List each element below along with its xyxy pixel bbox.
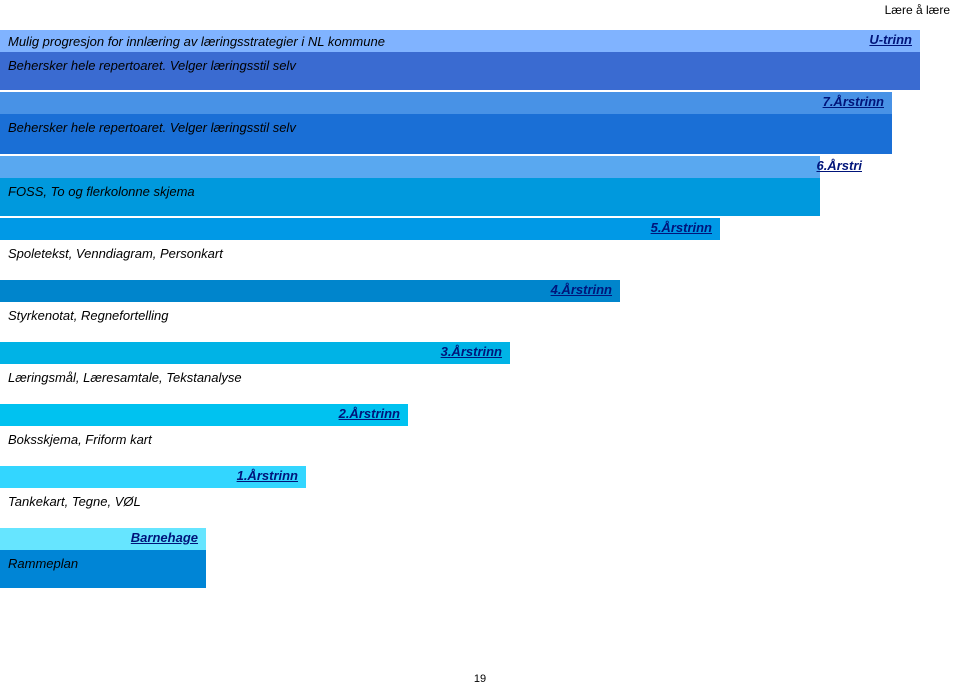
step-7: 1.Årstrinn Tankekart, Tegne, VØL (0, 466, 306, 526)
step-label-bar: 4.Årstrinn (0, 280, 620, 302)
page-number: 19 (474, 673, 486, 685)
step-content: Læringsmål, Læresamtale, Tekstanalyse (0, 364, 510, 402)
step-content: FOSS, To og flerkolonne skjema (0, 178, 820, 216)
step-label-bar: 6.Årstri (0, 156, 820, 178)
step-8: Barnehage Rammeplan (0, 528, 206, 588)
step-content: Spoletekst, Venndiagram, Personkart (0, 240, 720, 278)
step-content: Behersker hele repertoaret. Velger lærin… (0, 52, 920, 90)
step-level-label: 6.Årstri (816, 158, 862, 173)
step-level-label: Barnehage (131, 530, 198, 545)
page-corner-title: Lære å lære (885, 3, 950, 17)
step-label-bar: 1.Årstrinn (0, 466, 306, 488)
step-level-label: 1.Årstrinn (237, 468, 298, 483)
step-label-bar: U-trinn Mulig progresjon for innlæring av… (0, 30, 920, 52)
step-content: Behersker hele repertoaret. Velger lærin… (0, 114, 892, 154)
step-label-bar: 7.Årstrinn (0, 92, 892, 114)
step-label-bar: 2.Årstrinn (0, 404, 408, 426)
step-label-bar: Barnehage (0, 528, 206, 550)
step-level-label: 7.Årstrinn (823, 94, 884, 109)
step-level-label: 5.Årstrinn (651, 220, 712, 235)
step-4: 4.Årstrinn Styrkenotat, Regnefortelling (0, 280, 620, 340)
step-content: Styrkenotat, Regnefortelling (0, 302, 620, 340)
step-content: Boksskjema, Friform kart (0, 426, 408, 464)
step-content: Rammeplan (0, 550, 206, 588)
step-1: 7.Årstrinn Behersker hele repertoaret. Ve… (0, 92, 892, 154)
step-label-bar: 3.Årstrinn (0, 342, 510, 364)
step-6: 2.Årstrinn Boksskjema, Friform kart (0, 404, 408, 464)
step-level-label: U-trinn (869, 32, 912, 47)
step-5: 3.Årstrinn Læringsmål, Læresamtale, Tekst… (0, 342, 510, 402)
step-level-label: 3.Årstrinn (441, 344, 502, 359)
step-content: Tankekart, Tegne, VØL (0, 488, 306, 526)
step-0: U-trinn Mulig progresjon for innlæring av… (0, 30, 920, 90)
step-label-bar: 5.Årstrinn (0, 218, 720, 240)
step-intro-text: Mulig progresjon for innlæring av læring… (8, 34, 385, 49)
step-3: 5.Årstrinn Spoletekst, Venndiagram, Perso… (0, 218, 720, 278)
step-level-label: 2.Årstrinn (339, 406, 400, 421)
step-2: 6.ÅrstriFOSS, To og flerkolonne skjema (0, 156, 820, 216)
step-level-label: 4.Årstrinn (551, 282, 612, 297)
